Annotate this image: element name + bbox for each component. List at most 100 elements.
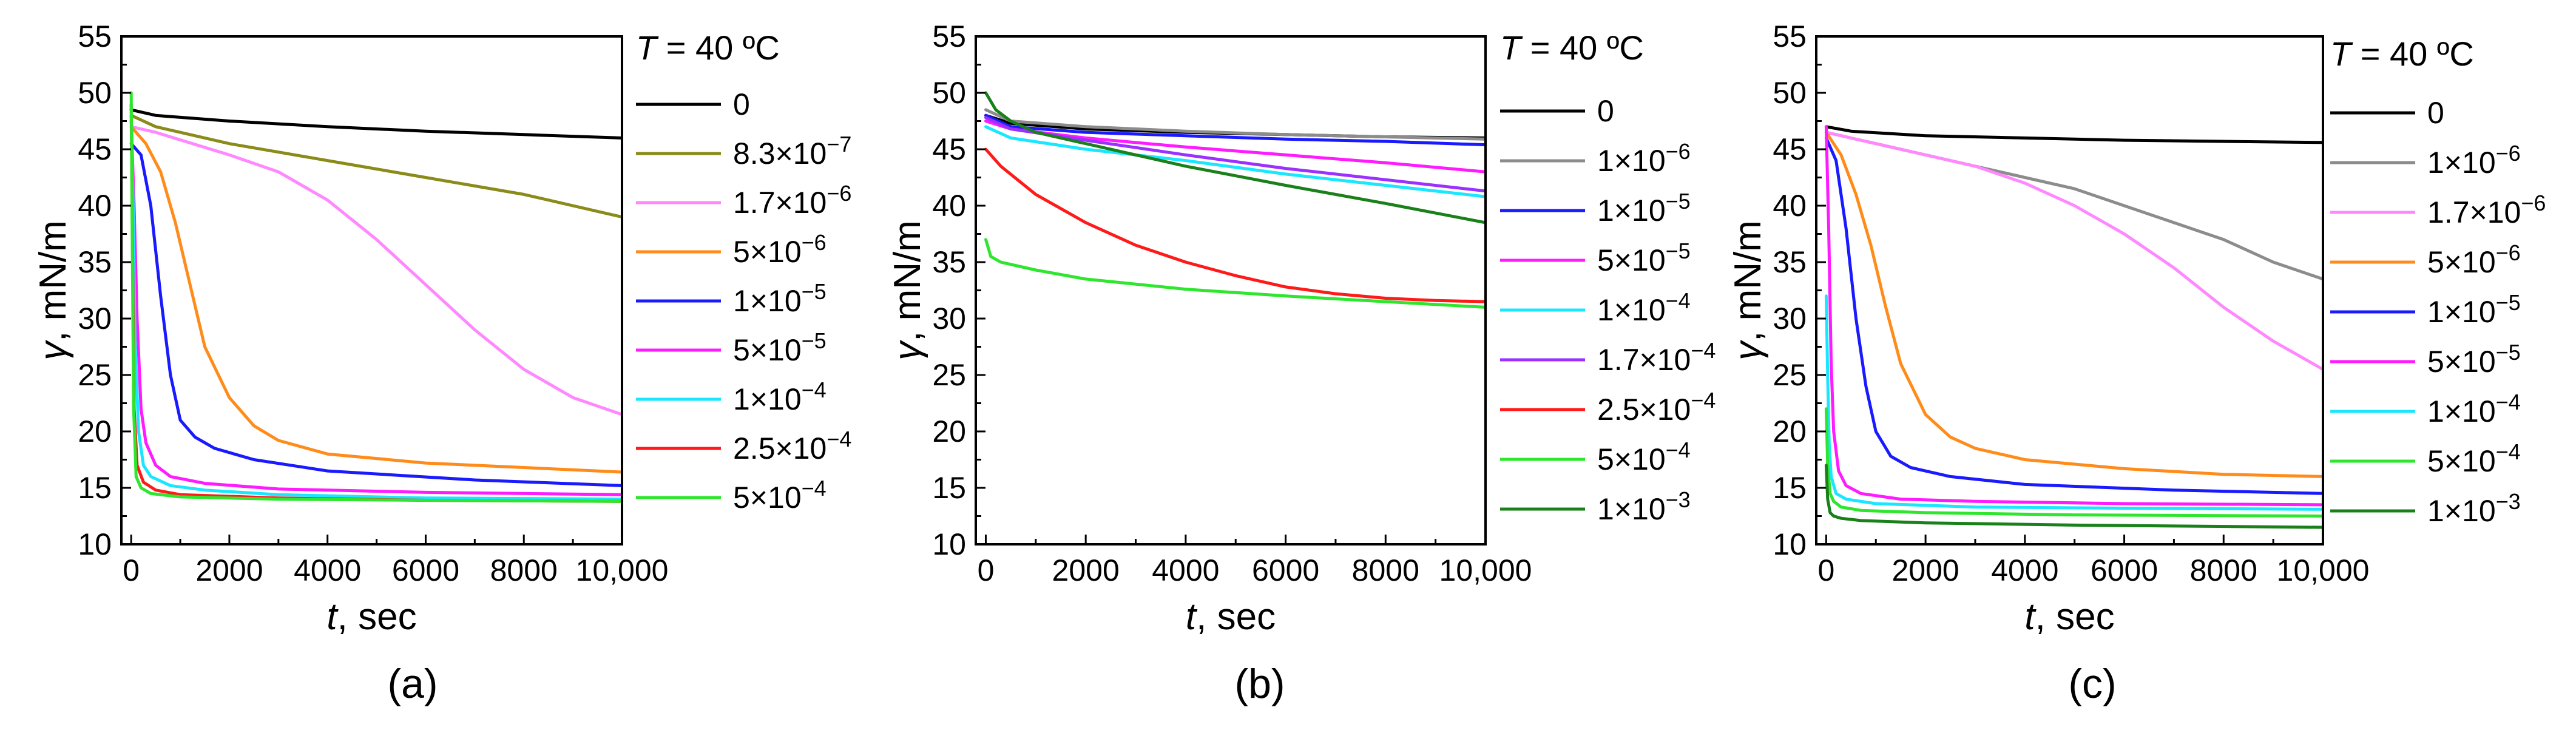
- series-line-7: [984, 147, 1486, 303]
- y-tick-label: 35: [78, 245, 112, 279]
- plot-area: [129, 91, 622, 503]
- y-axis-title: γ, mN/m: [887, 220, 928, 360]
- y-tick-label: 55: [1773, 19, 1807, 53]
- x-tick-label: 10,000: [1439, 553, 1532, 587]
- panel-label: (c): [2068, 661, 2116, 707]
- legend-label: 1×10−5: [733, 279, 827, 318]
- y-tick-label: 55: [932, 19, 966, 53]
- legend-label: 5×10−6: [733, 230, 827, 269]
- y-tick-label: 50: [78, 76, 112, 110]
- x-tick-label: 6000: [2091, 553, 2158, 587]
- y-tick-label: 25: [78, 358, 112, 392]
- y-tick-label: 40: [1773, 189, 1807, 223]
- legend-label: 8.3×10−7: [733, 132, 851, 171]
- legend-title: T = 40 ºC: [2330, 35, 2474, 73]
- legend-label: 5×10−4: [2427, 439, 2521, 478]
- y-tick-label: 10: [78, 527, 112, 561]
- plot-area: [1824, 125, 2323, 529]
- series-line-4: [129, 125, 622, 474]
- legend: T = 40 ºC 0 8.3×10−7 1.7×10−6 5×10−6 1×10−5 5×…: [636, 29, 851, 515]
- plot-frame: [1815, 35, 2324, 546]
- legend-label: 1×10−6: [1597, 139, 1691, 178]
- x-tick-label: 4000: [294, 553, 361, 587]
- x-tick-label: 10,000: [576, 553, 669, 587]
- series-line-3: [984, 113, 1486, 147]
- series-line-3: [1824, 130, 2323, 371]
- panel-label: (b): [1234, 661, 1285, 707]
- series-line-9: [129, 91, 622, 503]
- legend: T = 40 ºC 0 1×10−6 1.7×10−6 5×10−6 1×10−5 5×10…: [2330, 35, 2546, 528]
- series-line-6: [129, 120, 622, 496]
- y-tick-label: 20: [1773, 414, 1807, 448]
- x-tick-label: 4000: [1991, 553, 2058, 587]
- legend-label: 5×10−4: [733, 476, 827, 515]
- series-line-1: [1824, 125, 2323, 144]
- legend-label: 1×10−4: [2427, 390, 2521, 428]
- y-tick-label: 45: [932, 132, 966, 166]
- y-tick-label: 35: [1773, 245, 1807, 279]
- series-line-5: [129, 142, 622, 487]
- y-tick-label: 40: [78, 189, 112, 223]
- y-tick-label: 50: [1773, 76, 1807, 110]
- x-axis-title: t, sec: [2024, 596, 2114, 638]
- y-axis-title: γ, mN/m: [1727, 220, 1769, 360]
- y-tick-label: 35: [932, 245, 966, 279]
- legend-title: T = 40 ºC: [636, 29, 780, 67]
- series-line-7: [1824, 294, 2323, 511]
- y-tick-label: 20: [932, 414, 966, 448]
- y-axis-title: γ, mN/m: [32, 220, 74, 360]
- x-tick-label: 0: [123, 553, 140, 587]
- series-line-6: [984, 116, 1486, 193]
- x-tick-label: 2000: [1052, 553, 1120, 587]
- x-tick-label: 10,000: [2277, 553, 2370, 587]
- legend-label: 5×10−6: [2427, 240, 2521, 279]
- x-tick-label: 8000: [2190, 553, 2257, 587]
- legend-label: 1.7×10−6: [733, 181, 851, 220]
- legend-label: 2.5×10−4: [733, 427, 851, 465]
- legend-label: 0: [1597, 94, 1614, 128]
- series-line-6: [1824, 125, 2323, 507]
- legend-label: 1×10−3: [1597, 487, 1691, 526]
- x-tick-label: 2000: [1891, 553, 1959, 587]
- x-axis-title: t, sec: [326, 596, 416, 638]
- plot-area: [984, 91, 1486, 309]
- legend-label: 0: [2427, 96, 2444, 130]
- legend: T = 40 ºC 0 1×10−6 1×10−5 5×10−5 1×10−4 1.7×10…: [1500, 29, 1716, 526]
- y-tick-label: 55: [78, 19, 112, 53]
- series-line-2: [129, 113, 622, 219]
- series-line-9: [984, 91, 1486, 225]
- plot-frame: [975, 35, 1487, 546]
- y-tick-label: 15: [932, 471, 966, 505]
- y-tick-label: 10: [1773, 527, 1807, 561]
- y-tick-label: 30: [932, 302, 966, 336]
- x-axis-title: t, sec: [1186, 596, 1276, 638]
- legend-label: 1×10−4: [1597, 288, 1691, 327]
- y-tick-label: 50: [932, 76, 966, 110]
- series-line-5: [984, 125, 1486, 198]
- legend-label: 1×10−5: [2427, 290, 2521, 329]
- y-tick-label: 45: [1773, 132, 1807, 166]
- legend-label: 1×10−3: [2427, 489, 2521, 528]
- legend-label: 0: [733, 87, 750, 121]
- y-tick-label: 25: [1773, 358, 1807, 392]
- y-tick-label: 45: [78, 132, 112, 166]
- series-line-5: [1824, 136, 2323, 495]
- legend-label: 5×10−4: [1597, 437, 1691, 476]
- legend-label: 1×10−5: [1597, 189, 1691, 228]
- series-line-9: [1824, 464, 2323, 529]
- legend-label: 1×10−4: [733, 377, 827, 416]
- legend-label: 5×10−5: [733, 328, 827, 367]
- x-tick-label: 0: [978, 553, 995, 587]
- y-tick-label: 15: [78, 471, 112, 505]
- x-tick-label: 4000: [1152, 553, 1219, 587]
- y-tick-label: 30: [78, 302, 112, 336]
- legend-label: 1.7×10−6: [2427, 191, 2546, 229]
- chart-panel-3: 10 15 20 25 30 35 40 45 50 55 0 2000 4000 6000 8000 10,…: [1727, 19, 2546, 707]
- legend-label: 5×10−5: [2427, 340, 2521, 379]
- series-line-4: [1824, 130, 2323, 478]
- chart-panel-1: 10 15 20 25 30 35 40 45 50 55 0 2000 4000 6000 8000 10,…: [32, 19, 851, 707]
- legend-title: T = 40 ºC: [1500, 29, 1644, 67]
- y-tick-label: 20: [78, 414, 112, 448]
- y-tick-label: 15: [1773, 471, 1807, 505]
- y-tick-label: 10: [932, 527, 966, 561]
